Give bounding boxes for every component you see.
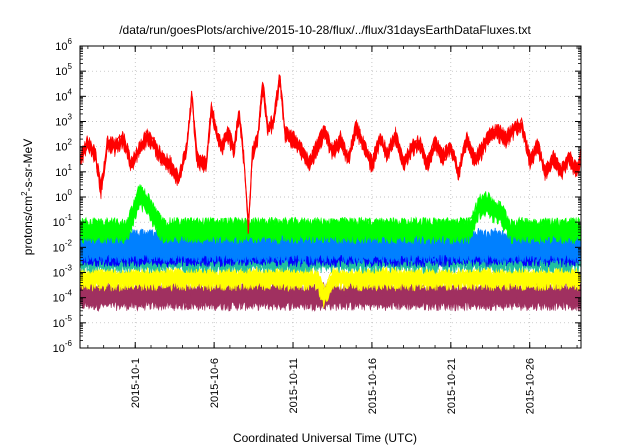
series-line: [79, 267, 581, 293]
y-axis-title-prefix: protons/cm: [21, 196, 35, 255]
y-tick-label-base: 10: [53, 268, 65, 280]
y-tick-label-exp: 5: [68, 62, 73, 71]
y-tick-label-base: 10: [53, 217, 65, 229]
x-axis: 2015-10-1 2015-10-6 2015-10-11 2015-10-16 20…: [87, 46, 578, 414]
y-tick-label-exp: -4: [65, 289, 73, 298]
series-line: [79, 186, 581, 243]
y-tick-label-exp: 2: [68, 138, 73, 147]
y-axis-title: protons/cm2-s-sr-MeV: [20, 139, 35, 255]
y-tick-label-base: 10: [55, 142, 67, 154]
y-tick-label-exp: 3: [68, 113, 73, 122]
y-axis-title-sup: 2: [20, 191, 29, 196]
y-tick-label-exp: 6: [68, 37, 73, 46]
x-tick-label: 2015-10-11: [288, 358, 300, 413]
y-tick-label: 101: [55, 163, 72, 179]
y-tick-label: 10-4: [53, 289, 73, 305]
y-axis-title-suffix: -s-sr-MeV: [21, 139, 35, 192]
x-tick-label: 2015-10-1: [130, 358, 142, 408]
y-tick-label-exp: -6: [65, 339, 73, 348]
y-tick-label-exp: -1: [65, 213, 73, 222]
y-tick-label: 10-6: [53, 339, 73, 355]
y-tick-label: 100: [55, 188, 72, 204]
y-tick-label: 105: [55, 62, 72, 78]
y-tick-label: 10-3: [53, 264, 73, 280]
y-tick-label: 10-2: [53, 238, 73, 254]
y-tick-label: 10-5: [53, 314, 73, 330]
y-tick-label-base: 10: [53, 293, 65, 305]
y-tick-label-base: 10: [53, 242, 65, 254]
y-tick-label: 103: [55, 113, 72, 129]
x-tick-label: 2015-10-6: [209, 358, 221, 408]
y-tick-label-exp: 1: [68, 163, 73, 172]
series-layer: [79, 74, 581, 313]
y-tick-label-base: 10: [55, 91, 67, 103]
y-tick-label: 106: [55, 37, 72, 53]
y-tick-label-base: 10: [55, 66, 67, 78]
chart-title: /data/run/goesPlots/archive/2015-10-28/f…: [119, 23, 531, 37]
y-tick-label-base: 10: [55, 41, 67, 53]
y-tick-label: 104: [55, 87, 72, 103]
y-tick-label-base: 10: [55, 117, 67, 129]
x-tick-label: 2015-10-21: [446, 358, 458, 414]
x-axis-title: Coordinated Universal Time (UTC): [233, 431, 417, 445]
y-tick-label-exp: -5: [65, 314, 73, 323]
y-tick-label-base: 10: [53, 318, 65, 330]
y-tick-label-exp: -2: [65, 238, 73, 247]
y-tick-label-base: 10: [53, 343, 65, 355]
series-line: [79, 74, 581, 219]
y-tick-label: 102: [55, 138, 72, 154]
y-tick-label-exp: 4: [68, 87, 73, 96]
series-line: [79, 281, 581, 311]
y-tick-label-base: 10: [55, 167, 67, 179]
x-tick-label: 2015-10-26: [525, 358, 537, 414]
y-tick-label: 10-1: [53, 213, 73, 229]
y-axis: 10-610-510-410-310-210-11001011021031041…: [53, 37, 581, 355]
x-tick-label: 2015-10-16: [367, 358, 379, 414]
y-tick-label-exp: 0: [68, 188, 73, 197]
y-tick-label-exp: -3: [65, 264, 73, 273]
y-tick-label-base: 10: [55, 192, 67, 204]
